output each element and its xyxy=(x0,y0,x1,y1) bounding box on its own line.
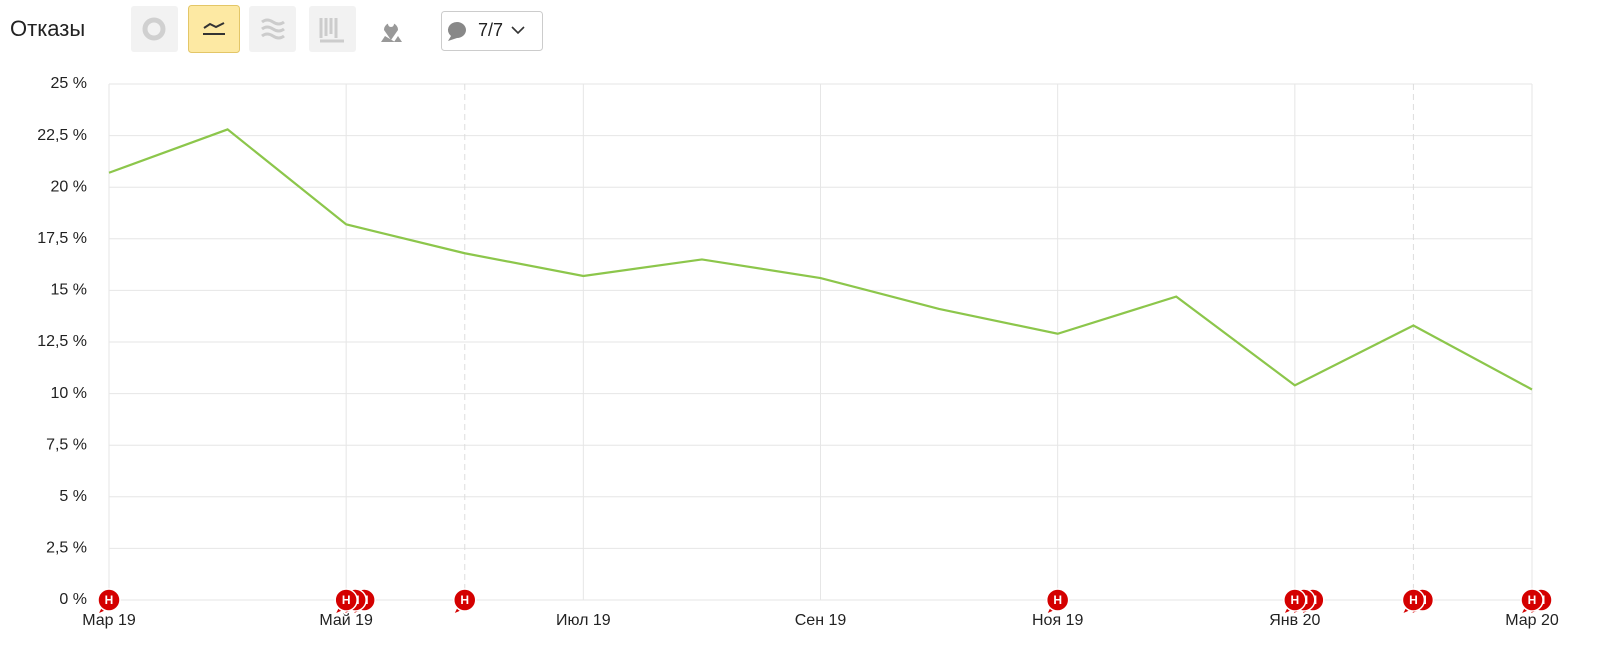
annotation-bubble xyxy=(1520,588,1544,612)
annotations-count: 7/7 xyxy=(478,20,503,40)
plot: 0 % 2,5 % 5 % 7,5 % 10 % 12,5 % 15 % 17,5 % 20 %… xyxy=(37,75,1559,629)
y-tick-label: 15 % xyxy=(51,282,87,299)
annotation-bubble xyxy=(1283,588,1307,612)
x-tick-label: Июл 19 xyxy=(556,612,611,629)
annotation-label: Н xyxy=(460,593,469,607)
annotation-marker[interactable]: Н xyxy=(1282,588,1307,615)
y-tick-label: 22,5 % xyxy=(37,127,87,144)
annotation-marker[interactable]: Н xyxy=(1045,588,1070,615)
y-tick-label: 10 % xyxy=(51,385,87,402)
annotation-bubble xyxy=(1401,588,1426,612)
chart-type-area[interactable] xyxy=(249,6,296,52)
y-tick-label: 0 % xyxy=(59,591,87,608)
y-tick-label: 7,5 % xyxy=(46,436,87,453)
x-tick-label: Мар 19 xyxy=(82,612,136,629)
x-tick-label: Мар 20 xyxy=(1505,612,1559,629)
x-tick-label: Сен 19 xyxy=(795,612,847,629)
series-line xyxy=(108,128,1533,391)
annotation-marker[interactable]: Н xyxy=(334,588,358,615)
annotation-marker[interactable]: Н xyxy=(1519,588,1544,615)
x-tick-label: Май 19 xyxy=(319,612,373,629)
annotation-label: Н xyxy=(105,593,114,607)
annotation-bubble xyxy=(1045,588,1070,612)
chart-type-pie[interactable] xyxy=(131,6,178,52)
y-tick-label: 25 % xyxy=(51,75,87,92)
y-tick-label: 12,5 % xyxy=(37,333,87,350)
chart-type-bar[interactable] xyxy=(309,6,356,52)
x-tick-label: Янв 20 xyxy=(1269,612,1320,629)
annotation-label: Н xyxy=(342,593,351,607)
chart-type-map[interactable] xyxy=(381,21,402,42)
y-tick-label: 5 % xyxy=(59,488,87,505)
widget-title: Отказы xyxy=(10,16,85,41)
annotations-dropdown[interactable]: 7/7 xyxy=(441,11,543,51)
annotation-label: Н xyxy=(1290,593,1299,607)
annotation-marker[interactable]: Н xyxy=(452,588,477,615)
y-tick-label: 20 % xyxy=(51,178,87,195)
annotation-label: Н xyxy=(1053,593,1062,607)
annotation-bubble xyxy=(97,588,121,612)
chart-type-line[interactable] xyxy=(188,5,240,53)
annotation-label: Н xyxy=(1528,593,1537,607)
annotation-marker[interactable]: Н xyxy=(96,588,121,615)
x-tick-label: Ноя 19 xyxy=(1032,612,1083,629)
annotation-bubble xyxy=(334,588,358,612)
annotation-bubble xyxy=(453,588,477,612)
annotation-label: Н xyxy=(1409,593,1418,607)
y-tick-label: 17,5 % xyxy=(37,230,87,247)
y-tick-label: 2,5 % xyxy=(46,540,87,557)
annotation-marker[interactable]: Н xyxy=(1401,588,1426,615)
